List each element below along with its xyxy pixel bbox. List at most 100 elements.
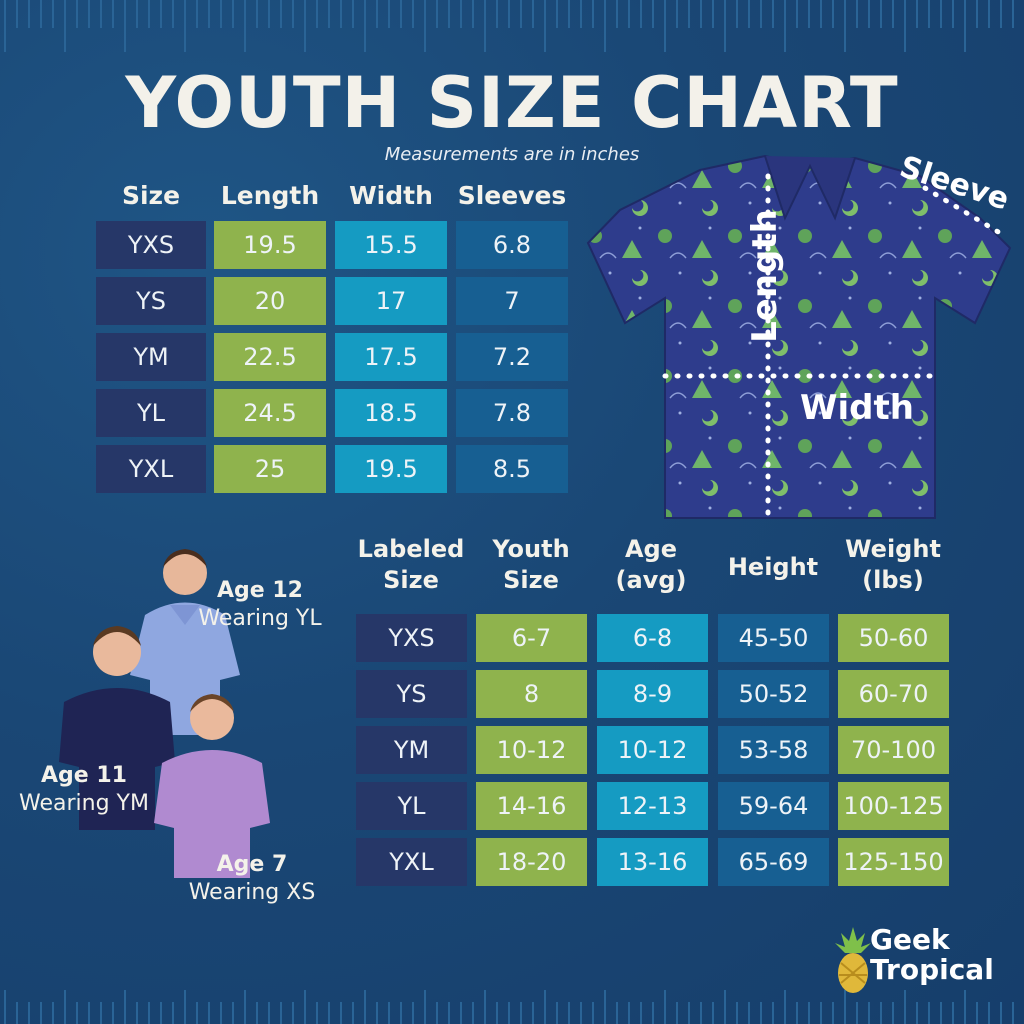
ruler-tick — [352, 1002, 354, 1024]
model-age-7-caption: Age 7 Wearing XS — [172, 851, 332, 906]
ruler-tick — [544, 990, 546, 1024]
ruler-tick — [112, 1002, 114, 1024]
ruler-tick — [388, 0, 390, 28]
ruler-top — [0, 0, 1024, 62]
ruler-tick — [340, 0, 342, 28]
model-age-12-age: Age 12 — [217, 578, 303, 603]
ruler-tick — [892, 1002, 894, 1024]
t1-cell-length: 25 — [214, 445, 326, 493]
ruler-tick — [556, 1002, 558, 1024]
header-length: Length — [220, 181, 320, 210]
ruler-tick — [256, 0, 258, 28]
t2-cell-weight: 50-60 — [838, 614, 949, 662]
t1-cell-size: YXS — [96, 221, 206, 269]
t1-cell-sleeves: 8.5 — [456, 445, 568, 493]
ruler-tick — [232, 0, 234, 28]
ruler-tick — [328, 0, 330, 28]
ruler-tick — [580, 1002, 582, 1024]
ruler-tick — [616, 0, 618, 28]
ruler-tick — [952, 0, 954, 28]
model-age-11-wearing: Wearing YM — [19, 790, 149, 816]
ruler-tick — [64, 0, 66, 52]
ruler-tick — [268, 0, 270, 28]
ruler-tick — [772, 1002, 774, 1024]
ruler-tick — [100, 0, 102, 28]
ruler-tick — [220, 1002, 222, 1024]
ruler-tick — [856, 1002, 858, 1024]
ruler-tick — [628, 1002, 630, 1024]
ruler-tick — [568, 0, 570, 28]
t2-cell-youth-size: 14-16 — [476, 782, 587, 830]
ruler-tick — [628, 0, 630, 28]
t1-cell-sleeves: 7.2 — [456, 333, 568, 381]
ruler-tick — [88, 1002, 90, 1024]
brand-line-2: Tropical — [870, 953, 994, 986]
ruler-tick — [652, 1002, 654, 1024]
header-youth-size: Youth Size — [474, 534, 588, 596]
ruler-bottom — [0, 984, 1024, 1024]
ruler-tick — [868, 1002, 870, 1024]
t1-cell-width: 19.5 — [335, 445, 447, 493]
ruler-tick — [4, 990, 6, 1024]
t1-cell-size: YXL — [96, 445, 206, 493]
ruler-tick — [484, 0, 486, 52]
ruler-tick — [844, 0, 846, 52]
ruler-tick — [256, 1002, 258, 1024]
ruler-tick — [700, 0, 702, 28]
ruler-tick — [400, 1002, 402, 1024]
ruler-tick — [592, 0, 594, 28]
ruler-tick — [496, 0, 498, 28]
t2-cell-weight: 100-125 — [838, 782, 949, 830]
ruler-tick — [220, 0, 222, 28]
ruler-tick — [976, 0, 978, 28]
ruler-tick — [520, 1002, 522, 1024]
ruler-tick — [112, 0, 114, 28]
t2-cell-labeled-size: YS — [356, 670, 467, 718]
header-labeled-size-line2: Size — [383, 566, 439, 595]
ruler-tick — [340, 1002, 342, 1024]
ruler-tick — [376, 0, 378, 28]
ruler-tick — [184, 990, 186, 1024]
t2-cell-height: 50-52 — [718, 670, 829, 718]
ruler-tick — [592, 1002, 594, 1024]
model-age-7-age: Age 7 — [216, 852, 288, 877]
ruler-tick — [532, 0, 534, 28]
brand-line-1: Geek — [870, 923, 950, 956]
t1-cell-length: 19.5 — [214, 221, 326, 269]
ruler-tick — [748, 0, 750, 28]
ruler-tick — [172, 0, 174, 28]
shirt-diagram: Length Width Sleeve — [580, 148, 1020, 528]
t2-cell-youth-size: 8 — [476, 670, 587, 718]
ruler-tick — [40, 1002, 42, 1024]
ruler-tick — [832, 0, 834, 28]
ruler-tick — [808, 1002, 810, 1024]
ruler-tick — [460, 0, 462, 28]
t1-cell-length: 24.5 — [214, 389, 326, 437]
ruler-tick — [148, 1002, 150, 1024]
header-age: Age (avg) — [594, 534, 708, 596]
header-weight-line2: (lbs) — [862, 566, 924, 595]
t2-cell-youth-size: 10-12 — [476, 726, 587, 774]
length-label: Length — [744, 209, 785, 343]
ruler-tick — [328, 1002, 330, 1024]
ruler-tick — [532, 1002, 534, 1024]
ruler-tick — [760, 1002, 762, 1024]
ruler-tick — [352, 0, 354, 28]
ruler-tick — [400, 0, 402, 28]
ruler-tick — [484, 990, 486, 1024]
ruler-tick — [160, 1002, 162, 1024]
t1-cell-size: YM — [96, 333, 206, 381]
ruler-tick — [904, 990, 906, 1024]
ruler-tick — [100, 1002, 102, 1024]
ruler-tick — [496, 1002, 498, 1024]
ruler-tick — [868, 0, 870, 28]
ruler-tick — [880, 0, 882, 28]
ruler-tick — [436, 1002, 438, 1024]
ruler-tick — [292, 0, 294, 28]
ruler-tick — [436, 0, 438, 28]
ruler-tick — [472, 0, 474, 28]
ruler-tick — [208, 1002, 210, 1024]
t2-cell-labeled-size: YXS — [356, 614, 467, 662]
ruler-tick — [724, 990, 726, 1024]
t1-cell-sleeves: 7 — [456, 277, 568, 325]
